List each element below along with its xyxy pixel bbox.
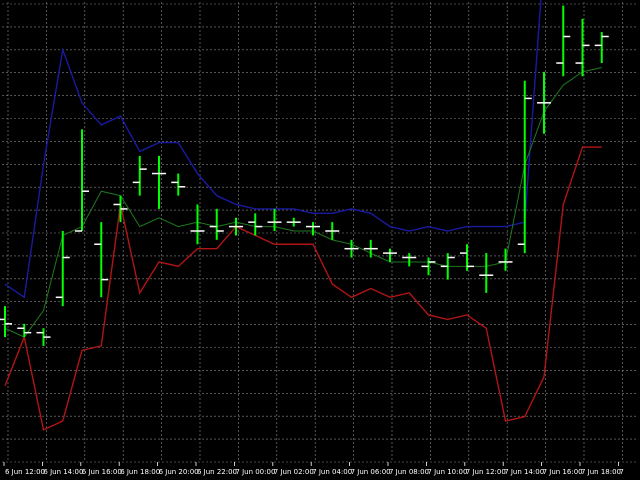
ohlc-bars [0,5,609,346]
x-tick-label: 7 Jun 12:00 [466,468,506,476]
x-tick-label: 6 Jun 20:00 [159,468,199,476]
ohlc-bar [575,18,590,77]
x-tick-label: 7 Jun 04:00 [312,468,352,476]
x-tick-label: 6 Jun 18:00 [120,468,160,476]
ohlc-bar [286,217,301,227]
ohlc-bar [402,253,417,267]
indicator-line-1 [4,0,542,299]
ohlc-bar [229,217,243,236]
ohlc-bar [209,208,224,240]
ohlc-bar [440,253,455,280]
ohlc-bar [152,155,166,209]
x-tick-label: 7 Jun 18:00 [581,468,621,476]
ohlc-bar [132,155,147,196]
x-tick-label: 6 Jun 12:00 [5,468,45,476]
ohlc-bar [517,80,532,254]
indicator-series [4,0,602,431]
x-tick-label: 7 Jun 00:00 [235,468,275,476]
ohlc-bar [537,71,551,134]
ohlc-bar [75,129,89,232]
ohlc-bar [325,222,340,240]
x-tick-label: 7 Jun 14:00 [504,468,544,476]
indicator-line-3 [4,146,602,431]
ohlc-bar [363,239,378,258]
ohlc-bar [248,213,263,236]
ohlc-bar [0,306,12,338]
ohlc-bar [460,244,474,271]
ohlc-bar [55,231,70,307]
x-tick-label: 6 Jun 14:00 [43,468,83,476]
ohlc-bar [383,248,397,262]
x-tick-label: 6 Jun 22:00 [197,468,237,476]
x-tick-label: 6 Jun 16:00 [82,468,122,476]
x-tick-label: 7 Jun 06:00 [351,468,391,476]
ohlc-bar [190,204,205,245]
x-tick-label: 7 Jun 16:00 [543,468,583,476]
ohlc-bar [267,208,282,231]
chart-grid [2,2,638,463]
ohlc-bar [498,248,513,271]
ohlc-bar [113,195,128,223]
ohlc-bar [306,222,320,236]
ohlc-bar [594,32,609,64]
x-axis-ticks: 6 Jun 12:006 Jun 14:006 Jun 16:006 Jun 1… [3,462,624,476]
ohlc-bar [479,253,494,293]
ohlc-bar [421,257,436,276]
x-tick-label: 7 Jun 10:00 [427,468,467,476]
ohlc-bar [171,173,186,196]
ohlc-bar [36,328,51,346]
ohlc-bar [344,239,359,258]
x-tick-label: 7 Jun 02:00 [274,468,314,476]
ohlc-bar [17,323,32,338]
ohlc-bar [94,222,109,298]
x-tick-label: 7 Jun 08:00 [389,468,429,476]
x-tick-label: 7 [619,468,623,476]
ohlc-bar [556,5,571,77]
indicator-line-2 [4,66,602,338]
